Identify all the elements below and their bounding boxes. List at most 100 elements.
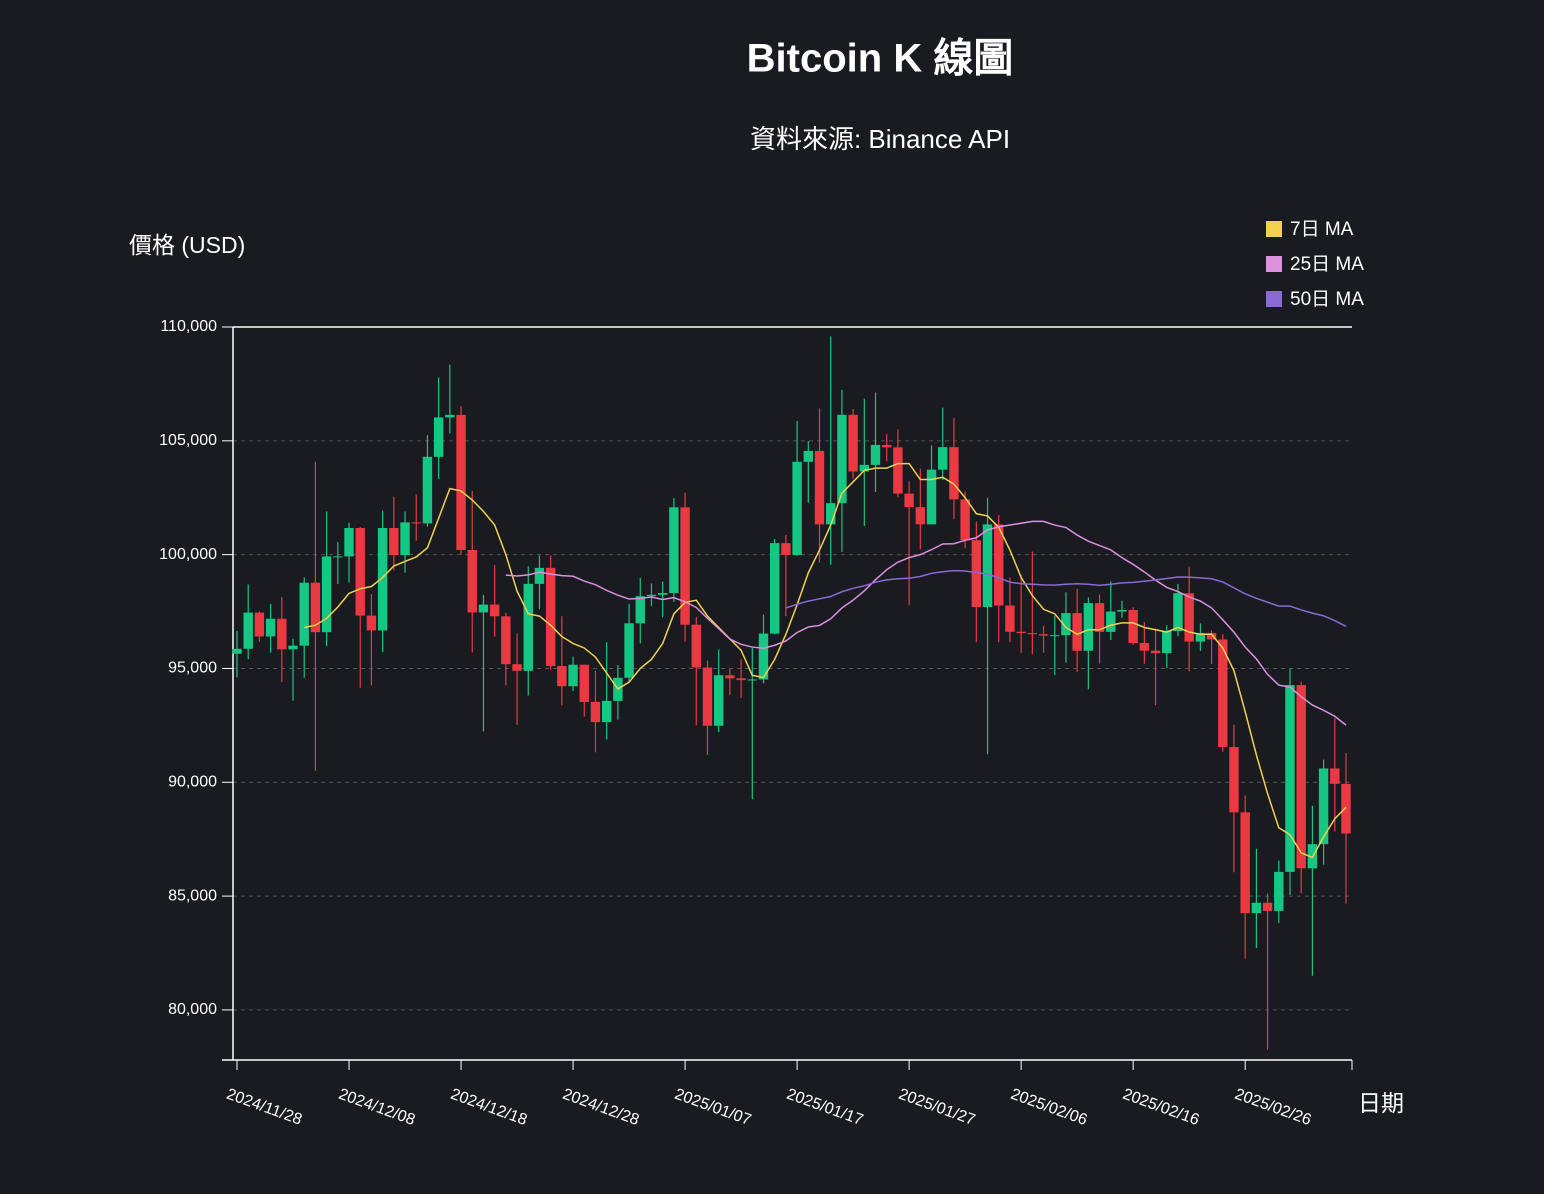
candle-body (579, 664, 589, 702)
candle-body (982, 524, 993, 607)
candle-body (736, 678, 746, 681)
candle-body (1050, 635, 1060, 637)
candle-body (545, 567, 556, 667)
candle-body (994, 524, 1004, 606)
candle-body (758, 633, 769, 680)
candle-body (557, 666, 567, 687)
candle-body (310, 582, 321, 633)
candle-body (680, 507, 690, 625)
candle-body (904, 493, 914, 508)
candle-body (501, 616, 511, 665)
candle-body (1296, 685, 1306, 869)
candle-body (355, 528, 365, 616)
candle-body (792, 461, 802, 555)
candle-body (366, 615, 377, 631)
candle-body (870, 444, 881, 465)
candle-body (971, 540, 982, 607)
candle-body (344, 528, 354, 557)
candle-body (1083, 603, 1094, 651)
candle-body (657, 593, 668, 595)
candle-body (1106, 611, 1116, 632)
candle-body (1318, 768, 1329, 845)
candle-body (601, 700, 612, 723)
legend-label: 7日 MA (1290, 219, 1354, 240)
candle-body (422, 456, 433, 524)
candle-body (1128, 609, 1138, 644)
candle-body (445, 414, 455, 418)
candle-body (288, 645, 298, 650)
y-axis-label: 價格 (USD) (129, 232, 245, 258)
candle-body (949, 447, 959, 500)
y-tick-label: 105,000 (159, 432, 217, 449)
candle-body (400, 522, 410, 556)
candle-body (277, 618, 287, 650)
candle-body (747, 679, 757, 681)
candle-body (389, 528, 399, 556)
candle-body (713, 675, 724, 726)
candle-body (456, 414, 466, 550)
y-tick-label: 100,000 (159, 546, 217, 563)
candle-body (1274, 871, 1284, 911)
candle-body (926, 469, 937, 525)
candle-body (814, 450, 825, 525)
candle-body (1195, 633, 1206, 642)
candle-body (1016, 631, 1026, 634)
candle-body (859, 464, 870, 472)
candle-body (624, 623, 634, 678)
y-tick-label: 80,000 (168, 1001, 217, 1018)
candle-body (1139, 643, 1150, 651)
candle-body (781, 543, 791, 555)
candle-body (333, 556, 343, 558)
candle-body (433, 417, 444, 457)
candle-body (669, 507, 679, 594)
candle-body (691, 624, 701, 668)
candle-body (769, 543, 780, 634)
y-tick-label: 95,000 (168, 660, 217, 677)
candle-body (1262, 902, 1273, 911)
legend-swatch (1266, 221, 1282, 237)
candle-body (1061, 613, 1071, 636)
y-tick-label: 85,000 (168, 887, 217, 904)
candle-body (1162, 631, 1172, 654)
candle-body (915, 507, 926, 525)
candle-body (1027, 633, 1038, 635)
candle-body (1005, 605, 1015, 632)
candle-body (254, 612, 265, 637)
candle-body (1150, 650, 1161, 654)
candle-body (1240, 812, 1250, 914)
candle-body (848, 414, 858, 472)
candle-body (1206, 633, 1217, 640)
candle-body (1229, 746, 1239, 813)
candle-body (467, 549, 477, 613)
legend-swatch (1266, 291, 1282, 307)
candle-body (534, 567, 545, 584)
ma-line (505, 520, 1347, 726)
candle-body (321, 556, 332, 633)
legend-swatch (1266, 256, 1282, 272)
candle-body (1184, 593, 1194, 642)
candle-body (512, 664, 522, 671)
candle-body (1251, 902, 1262, 914)
candle-body (803, 450, 814, 462)
candle-body (265, 618, 276, 637)
candle-body (299, 582, 309, 646)
candle-body (568, 664, 578, 687)
candle-body (1094, 603, 1105, 632)
candle-body (837, 414, 847, 504)
y-tick-label: 110,000 (160, 318, 217, 335)
candle-body (377, 528, 388, 631)
candle-body (489, 604, 500, 617)
candle-body (702, 667, 713, 726)
legend-label: 25日 MA (1290, 254, 1364, 275)
candle-body (1341, 783, 1351, 834)
candle-body (243, 612, 253, 649)
ma-line (785, 569, 1347, 628)
candle-body (1285, 685, 1295, 872)
candle-body (938, 447, 948, 470)
chart-title: Bitcoin K 線圖 (747, 37, 1014, 81)
y-tick-label: 90,000 (168, 773, 217, 790)
x-axis-label: 日期 (1358, 1090, 1404, 1116)
candle-body (411, 522, 421, 524)
